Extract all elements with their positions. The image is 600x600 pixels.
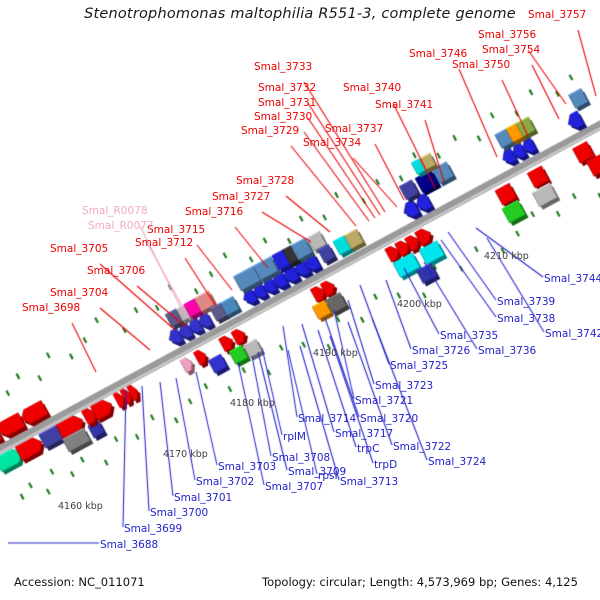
gene-label-smal_3742[interactable]: Smal_3742 — [545, 328, 600, 340]
scale-tick-4210-kbp: 4210 kbp — [484, 251, 529, 262]
gene-label-smal_r0077[interactable]: Smal_R0077 — [88, 220, 154, 232]
gene-label-smal_3730[interactable]: Smal_3730 — [254, 111, 313, 123]
gene-label-smal_r0078[interactable]: Smal_R0078 — [82, 205, 148, 217]
gene-label-smal_3750[interactable]: Smal_3750 — [452, 59, 511, 71]
gene-label-smal_3746[interactable]: Smal_3746 — [409, 48, 468, 60]
scale-tick-4190-kbp: 4190 kbp — [313, 348, 358, 359]
gene-label-smal_3698[interactable]: Smal_3698 — [22, 302, 81, 314]
scale-tick-4160-kbp: 4160 kbp — [58, 501, 103, 512]
gene-label-smal_3704[interactable]: Smal_3704 — [50, 287, 109, 299]
gene-label-smal_3726[interactable]: Smal_3726 — [412, 345, 471, 357]
gene-label-smal_3707[interactable]: Smal_3707 — [265, 481, 324, 493]
gene-label-smal_3744[interactable]: Smal_3744 — [544, 273, 600, 285]
gene-label-smal_3705[interactable]: Smal_3705 — [50, 243, 109, 255]
gene-label-rpsi[interactable]: rpsI — [318, 470, 338, 482]
gene-label-smal_3728[interactable]: Smal_3728 — [236, 175, 295, 187]
gene-label-trpd[interactable]: trpD — [374, 459, 398, 471]
gene-label-smal_3717[interactable]: Smal_3717 — [335, 428, 394, 440]
gene-label-smal_3737[interactable]: Smal_3737 — [325, 123, 384, 135]
gene-label-smal_3712[interactable]: Smal_3712 — [135, 237, 194, 249]
status-bar: Accession: NC_011071 Topology: circular;… — [0, 572, 600, 598]
gene-label-smal_3715[interactable]: Smal_3715 — [147, 224, 206, 236]
gene-label-smal_3724[interactable]: Smal_3724 — [428, 456, 487, 468]
gene-label-smal_3702[interactable]: Smal_3702 — [196, 476, 255, 488]
scale-tick-4180-kbp: 4180 kbp — [230, 398, 275, 409]
gene-label-smal_3706[interactable]: Smal_3706 — [87, 265, 146, 277]
scale-tick-4200-kbp: 4200 kbp — [397, 299, 442, 310]
gene-label-smal_3721[interactable]: Smal_3721 — [355, 395, 414, 407]
gene-label-smal_3733[interactable]: Smal_3733 — [254, 61, 313, 73]
gene-label-smal_3709[interactable]: Smal_3709 — [288, 466, 347, 478]
gene-label-smal_3725[interactable]: Smal_3725 — [390, 360, 449, 372]
gene-label-smal_3732[interactable]: Smal_3732 — [258, 82, 317, 94]
gene-label-smal_3756[interactable]: Smal_3756 — [478, 29, 537, 41]
gene-label-smal_3699[interactable]: Smal_3699 — [124, 523, 183, 535]
gene-label-smal_3701[interactable]: Smal_3701 — [174, 492, 233, 504]
gene-label-smal_3729[interactable]: Smal_3729 — [241, 125, 300, 137]
gene-label-trpc[interactable]: trpC — [357, 443, 380, 455]
gene-label-smal_3714[interactable]: Smal_3714 — [298, 413, 357, 425]
gene-label-smal_3713[interactable]: Smal_3713 — [340, 476, 399, 488]
gene-label-smal_3738[interactable]: Smal_3738 — [497, 313, 556, 325]
gene-label-smal_3723[interactable]: Smal_3723 — [375, 380, 434, 392]
accession-text: Accession: NC_011071 — [14, 575, 145, 589]
gene-label-smal_3731[interactable]: Smal_3731 — [258, 97, 317, 109]
gene-label-smal_3741[interactable]: Smal_3741 — [375, 99, 434, 111]
page-title: Stenotrophomonas maltophilia R551-3, com… — [84, 6, 516, 22]
gene-label-smal_3736[interactable]: Smal_3736 — [478, 345, 537, 357]
topology-text: Topology: circular; Length: 4,573,969 bp… — [262, 575, 578, 589]
scale-tick-4170-kbp: 4170 kbp — [163, 449, 208, 460]
gene-label-smal_3735[interactable]: Smal_3735 — [440, 330, 499, 342]
gene-label-smal_3703[interactable]: Smal_3703 — [218, 461, 277, 473]
gene-label-smal_3708[interactable]: Smal_3708 — [272, 452, 331, 464]
gene-label-smal_3740[interactable]: Smal_3740 — [343, 82, 402, 94]
gene-label-smal_3722[interactable]: Smal_3722 — [393, 441, 452, 453]
gene-label-smal_3757[interactable]: Smal_3757 — [528, 9, 587, 21]
gene-label-smal_3720[interactable]: Smal_3720 — [360, 413, 419, 425]
gene-label-smal_3754[interactable]: Smal_3754 — [482, 44, 541, 56]
gene-label-smal_3739[interactable]: Smal_3739 — [497, 296, 556, 308]
gene-label-smal_3727[interactable]: Smal_3727 — [212, 191, 271, 203]
gene-label-smal_3716[interactable]: Smal_3716 — [185, 206, 244, 218]
gene-label-smal_3700[interactable]: Smal_3700 — [150, 507, 209, 519]
gene-label-rplm[interactable]: rplM — [283, 431, 306, 443]
gene-label-smal_3688[interactable]: Smal_3688 — [100, 539, 159, 551]
gene-label-smal_3734[interactable]: Smal_3734 — [303, 137, 362, 149]
